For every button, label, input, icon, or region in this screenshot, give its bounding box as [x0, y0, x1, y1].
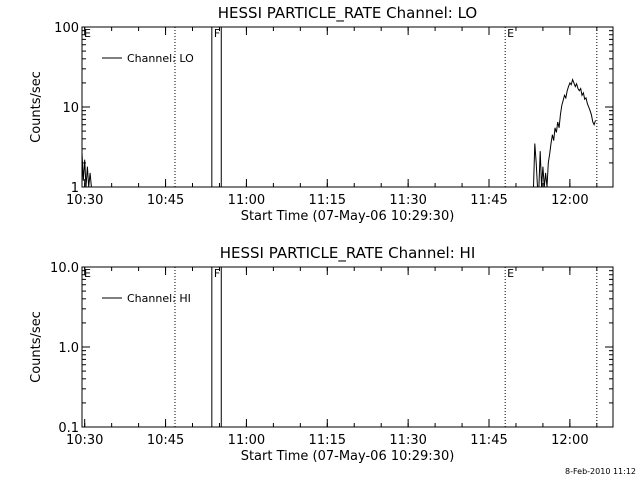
x-tick-label: 11:45: [470, 433, 507, 448]
event-marker: E: [507, 267, 514, 280]
legend-label: Channel: HI: [127, 292, 191, 305]
panel-lo-channel: HESSI PARTICLE_RATE Channel: LO 10:30 10:4…: [29, 4, 614, 224]
event-marker: F: [214, 267, 220, 280]
x-axis-label: Start Time (07-May-06 10:29:30): [241, 449, 455, 464]
x-tick-label: 10:45: [147, 433, 184, 448]
x-tick-label: 11:30: [389, 193, 426, 208]
series-line: [81, 152, 95, 188]
y-tick-label: 10: [62, 101, 79, 116]
event-marker: E: [84, 267, 91, 280]
plot-frame: [81, 26, 614, 188]
event-marker: E: [84, 27, 91, 40]
series-line: [532, 78, 596, 188]
panel-hi-channel: HESSI PARTICLE_RATE Channel: HI 10:30 10:4…: [29, 244, 614, 464]
x-tick-label: 10:30: [66, 433, 103, 448]
y-tick-label: 1.0: [58, 341, 79, 356]
x-tick-label: 11:00: [228, 193, 265, 208]
y-axis-label: Counts/sec: [29, 311, 44, 383]
footer-timestamp: 8-Feb-2010 11:12: [565, 467, 636, 476]
chart-title: HESSI PARTICLE_RATE Channel: LO: [218, 4, 477, 23]
y-tick-label: 1: [71, 181, 79, 196]
event-marker: F: [214, 27, 220, 40]
x-tick-label: 11:15: [309, 433, 346, 448]
x-tick-label: 11:30: [389, 433, 426, 448]
x-tick-label: 11:45: [470, 193, 507, 208]
event-marker: E: [507, 27, 514, 40]
y-tick-label: 0.1: [58, 421, 79, 436]
chart-title: HESSI PARTICLE_RATE Channel: HI: [220, 244, 476, 263]
y-tick-label: 10.0: [50, 261, 79, 276]
x-tick-label: 12:00: [551, 193, 588, 208]
x-axis-label: Start Time (07-May-06 10:29:30): [241, 209, 455, 224]
x-tick-label: 10:45: [147, 193, 184, 208]
x-tick-label: 12:00: [551, 433, 588, 448]
y-tick-label: 100: [54, 21, 79, 36]
x-tick-label: 11:15: [309, 193, 346, 208]
x-tick-label: 11:00: [228, 433, 265, 448]
plot-frame: [81, 266, 614, 428]
legend-label: Channel: LO: [127, 52, 194, 65]
x-tick-label: 10:30: [66, 193, 103, 208]
y-axis-label: Counts/sec: [29, 71, 44, 143]
